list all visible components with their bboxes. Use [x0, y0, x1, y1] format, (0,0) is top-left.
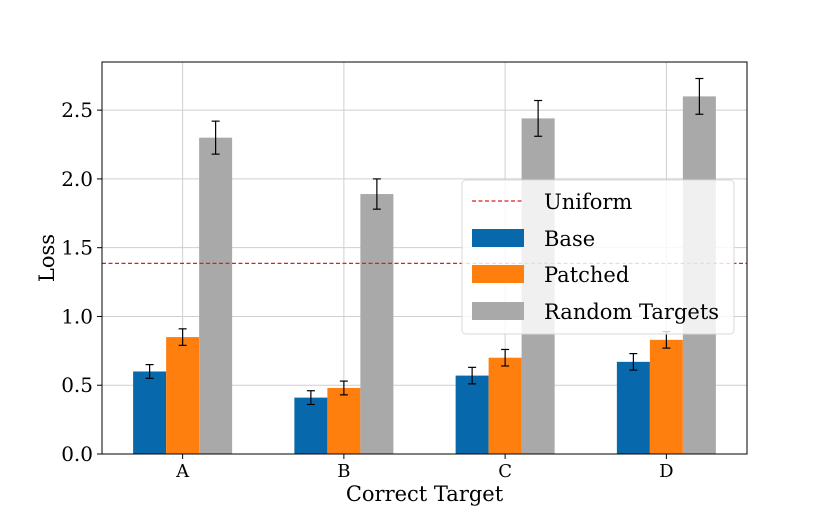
y-tick-label: 2.5 [61, 98, 93, 122]
y-axis-ticks: 0.0 0.5 1.0 1.5 2.0 2.5 [61, 98, 102, 466]
error-bar [534, 99, 543, 137]
error-bar [372, 178, 381, 210]
x-tick-label: B [337, 461, 350, 482]
x-axis-label: Correct Target [346, 482, 504, 506]
x-axis-ticks: A B C D [175, 454, 674, 482]
error-bar [306, 390, 315, 406]
bar [166, 337, 200, 454]
legend-patch-swatch [472, 265, 524, 283]
error-bar [629, 352, 638, 371]
legend-entry: Patched [472, 263, 629, 287]
bar [616, 361, 650, 454]
x-tick-label: C [498, 461, 512, 482]
legend-label: Uniform [544, 190, 632, 214]
legend-label: Patched [544, 263, 629, 287]
error-bars [145, 77, 704, 406]
error-bar [695, 77, 704, 115]
y-tick-label: 2.0 [61, 167, 93, 191]
legend-entry: Random Targets [472, 300, 719, 324]
error-bar [501, 348, 510, 367]
bar [455, 375, 489, 454]
legend-label: Base [544, 227, 595, 251]
y-tick-label: 0.5 [61, 373, 93, 397]
legend-label: Random Targets [544, 300, 719, 324]
error-bar [211, 120, 220, 155]
legend-patch-swatch [472, 229, 524, 247]
y-tick-label: 1.0 [61, 304, 93, 328]
legend-entry: Base [472, 227, 595, 251]
y-axis-label: Loss [35, 234, 59, 282]
y-tick-label: 1.5 [61, 236, 93, 260]
bar [294, 397, 328, 454]
bars [133, 96, 716, 455]
error-bar [339, 380, 348, 396]
x-tick-label: A [175, 461, 190, 482]
bar [199, 137, 233, 455]
plot-frame [101, 61, 748, 455]
x-tick-label: D [659, 461, 673, 482]
bar [360, 194, 394, 454]
y-tick-label: 0.0 [61, 442, 93, 466]
error-bar [145, 363, 154, 379]
legend-box [461, 179, 735, 335]
error-bar [468, 366, 477, 385]
error-bar [178, 328, 187, 346]
legend-patch-swatch [472, 302, 524, 320]
legend: Uniform Base Patched Random Targets [461, 179, 735, 335]
legend-entry: Uniform [472, 190, 632, 214]
bar [327, 387, 361, 454]
bar [488, 357, 522, 454]
bar [649, 339, 683, 454]
bar [133, 371, 167, 454]
